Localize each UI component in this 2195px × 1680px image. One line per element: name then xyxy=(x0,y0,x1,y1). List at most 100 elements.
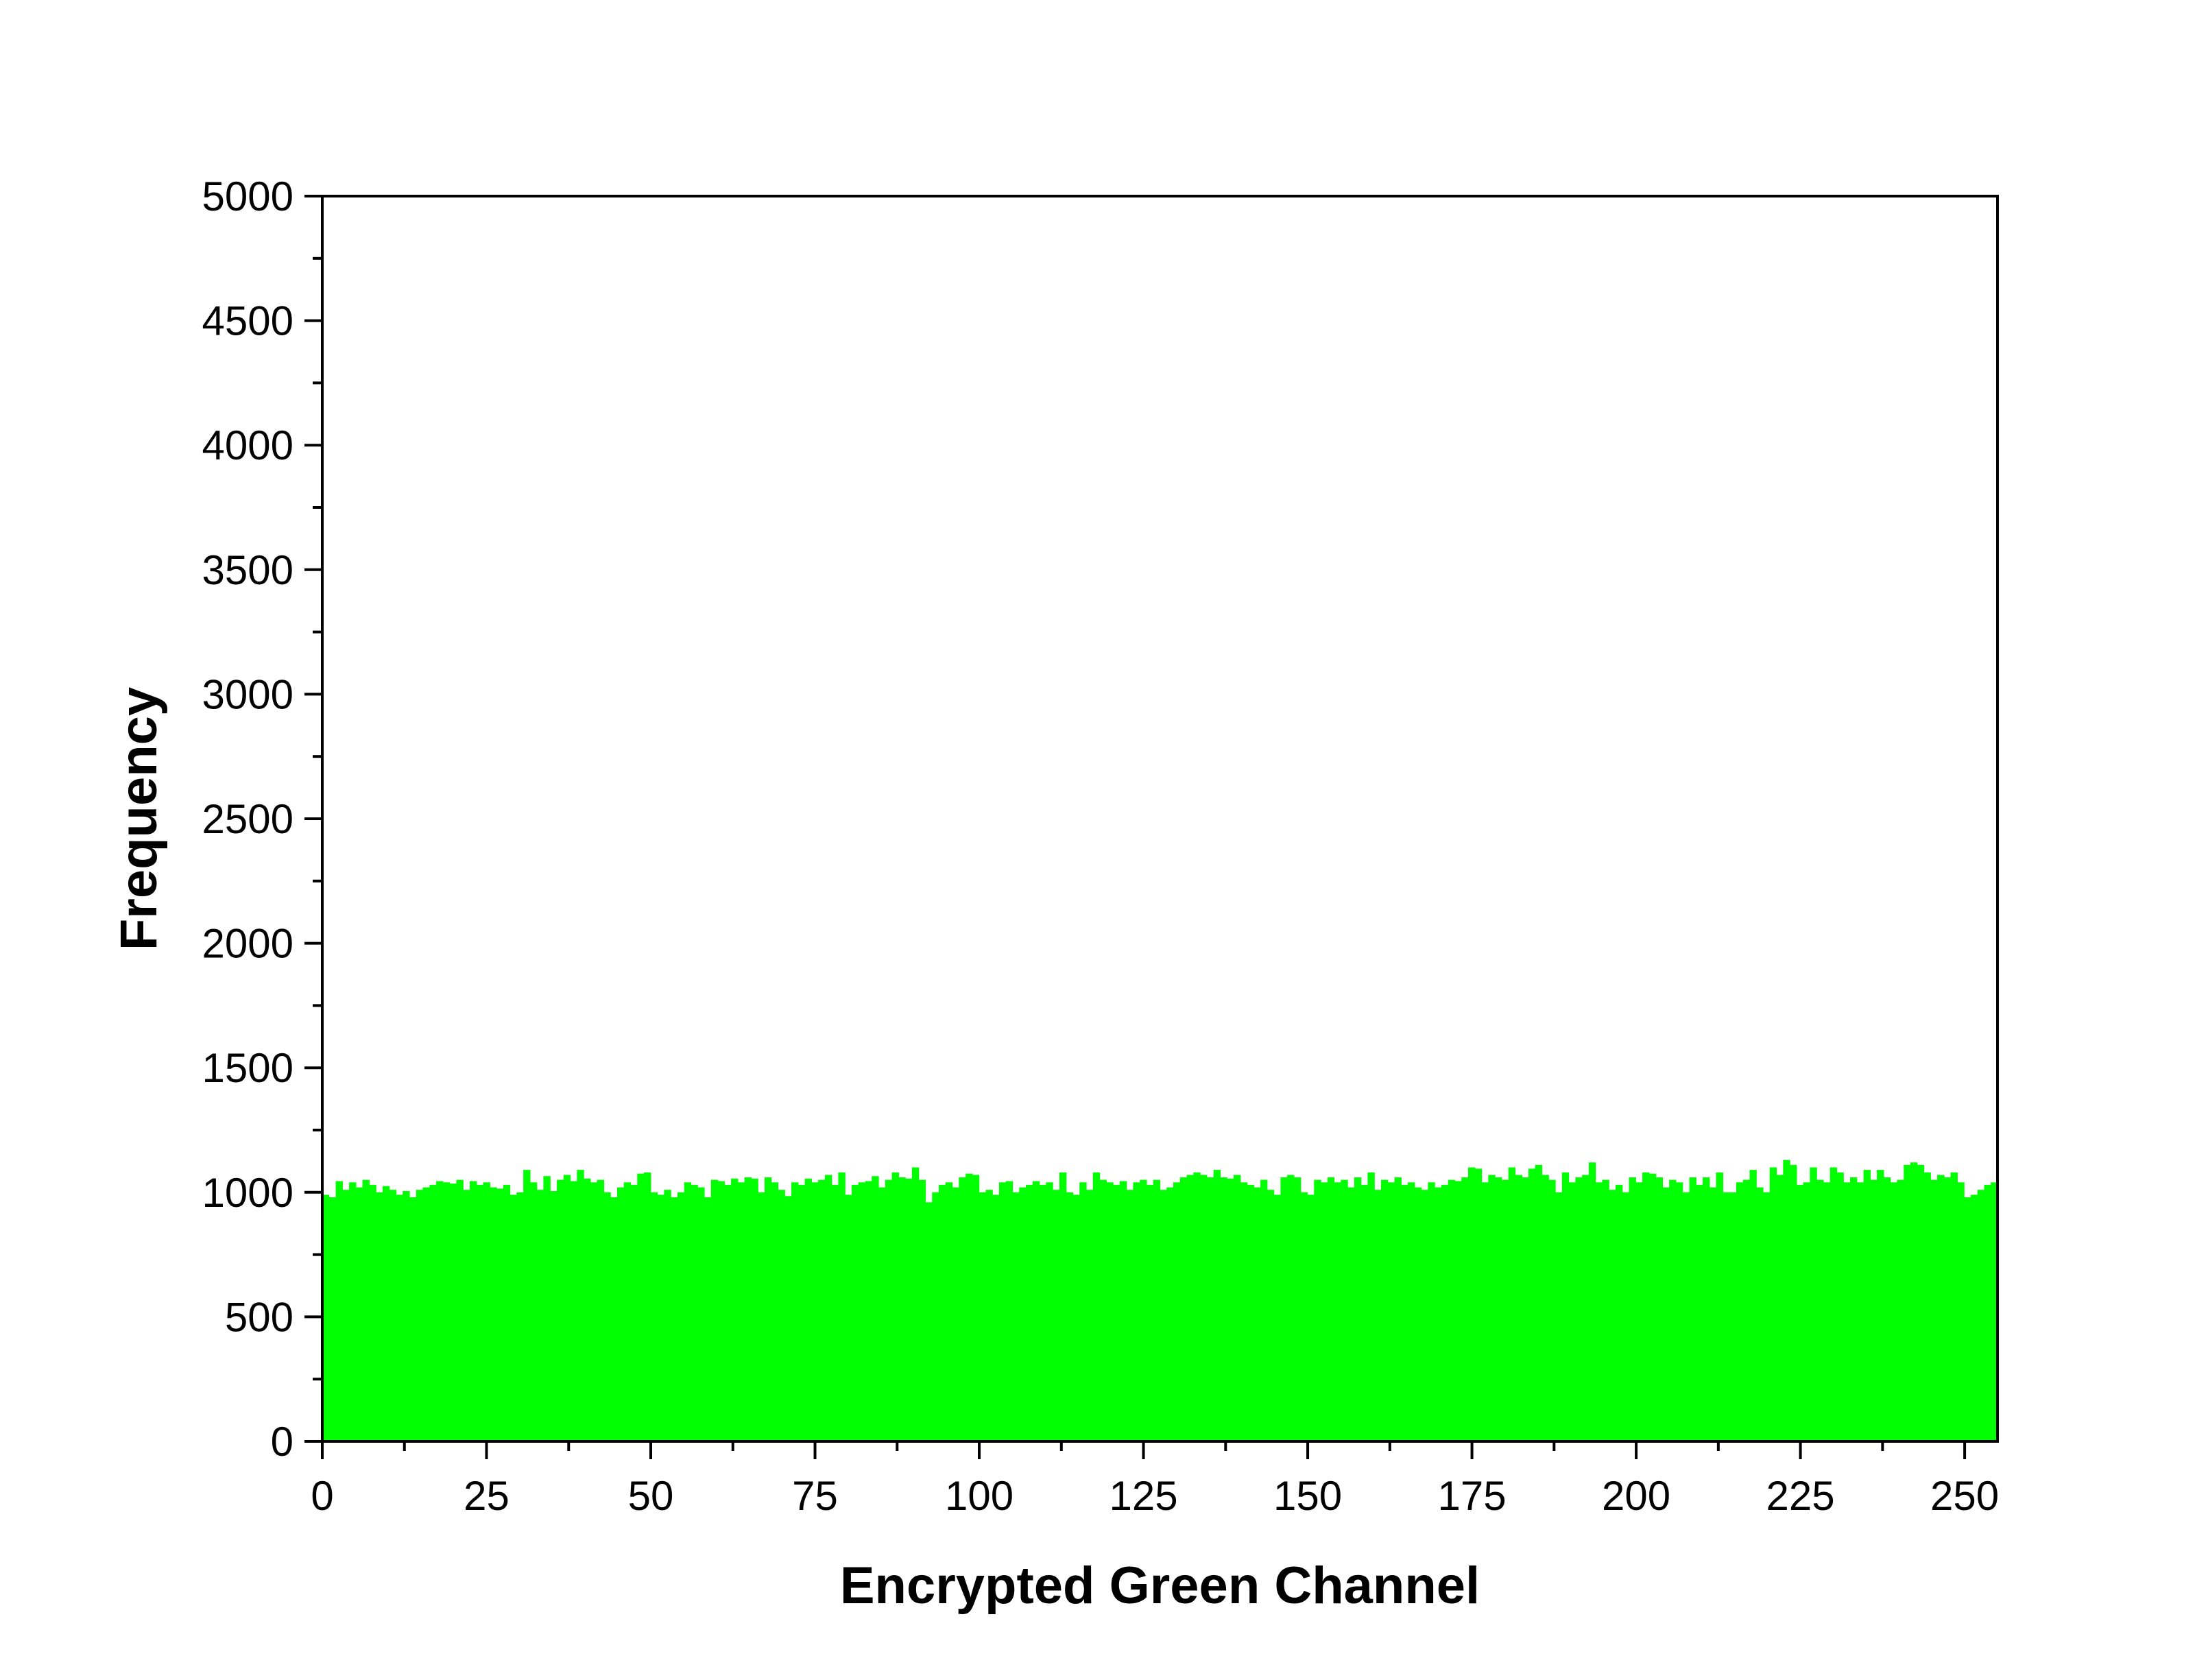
histogram-bar xyxy=(1616,1184,1623,1441)
histogram-bar xyxy=(1394,1177,1402,1441)
histogram-bar xyxy=(1595,1182,1603,1441)
histogram-bar xyxy=(797,1184,806,1441)
histogram-bar xyxy=(851,1184,859,1441)
histogram-bar xyxy=(1012,1192,1020,1441)
histogram-bar xyxy=(403,1190,410,1441)
histogram-bar xyxy=(1240,1182,1248,1441)
histogram-bar xyxy=(1179,1177,1188,1441)
histogram-bar xyxy=(1943,1177,1952,1441)
histogram-bar xyxy=(396,1195,403,1441)
histogram-bar xyxy=(1488,1175,1496,1441)
histogram-bar xyxy=(791,1182,799,1441)
histogram-bar xyxy=(1836,1172,1844,1441)
histogram-bar xyxy=(1327,1177,1335,1441)
histogram-bar xyxy=(1454,1181,1462,1441)
histogram-bar xyxy=(389,1190,397,1441)
x-tick-label: 0 xyxy=(311,1473,333,1519)
histogram-bar xyxy=(1582,1175,1590,1441)
histogram-bar xyxy=(610,1197,618,1441)
histogram-bar xyxy=(1341,1179,1348,1441)
histogram-bar xyxy=(1716,1172,1723,1441)
histogram-bar xyxy=(1629,1177,1636,1441)
histogram-bar xyxy=(710,1179,719,1441)
histogram-bar xyxy=(804,1178,812,1441)
histogram-bar xyxy=(1682,1192,1690,1441)
histogram-bar xyxy=(1689,1177,1696,1441)
histogram-bar xyxy=(630,1184,638,1441)
y-tick-label: 4500 xyxy=(202,298,293,344)
histogram-bar xyxy=(476,1184,484,1441)
histogram-bar xyxy=(1227,1178,1234,1441)
histogram-bar xyxy=(1635,1182,1643,1441)
histogram-bar xyxy=(355,1187,363,1441)
histogram-bar xyxy=(1287,1175,1295,1441)
histogram-bar xyxy=(429,1184,437,1441)
y-tick-label: 3500 xyxy=(202,547,293,593)
histogram-bar xyxy=(671,1197,678,1441)
histogram-bar xyxy=(811,1182,819,1441)
histogram-bar xyxy=(1206,1177,1214,1441)
histogram-bar xyxy=(1293,1177,1302,1441)
histogram-bar xyxy=(1803,1182,1810,1441)
histogram-bar xyxy=(704,1197,712,1441)
histogram-bar xyxy=(992,1195,1000,1441)
histogram-bar xyxy=(1535,1164,1543,1441)
histogram-bar xyxy=(382,1186,390,1441)
x-tick-label: 125 xyxy=(1109,1473,1177,1519)
histogram-bar xyxy=(543,1176,551,1441)
histogram-bar xyxy=(758,1192,765,1441)
histogram-bar xyxy=(1059,1172,1067,1441)
histogram-bar xyxy=(536,1190,544,1441)
histogram-bar xyxy=(724,1184,732,1441)
histogram-bar xyxy=(1964,1197,1971,1441)
histogram-bar xyxy=(1005,1181,1013,1441)
histogram-bar xyxy=(932,1192,939,1441)
histogram-bar xyxy=(1669,1179,1677,1441)
histogram-bar xyxy=(1609,1190,1616,1441)
histogram-bar xyxy=(1662,1187,1670,1441)
histogram-bar xyxy=(1119,1181,1127,1441)
histogram-bar xyxy=(1515,1175,1522,1441)
histogram-bar xyxy=(657,1195,664,1441)
histogram-bar xyxy=(865,1181,872,1441)
histogram-bar xyxy=(1421,1190,1428,1441)
histogram-bar xyxy=(1360,1184,1369,1441)
histogram-bar xyxy=(1723,1192,1730,1441)
x-tick-label: 50 xyxy=(628,1473,674,1519)
histogram-bar xyxy=(1354,1177,1362,1441)
histogram-bar xyxy=(1850,1177,1858,1441)
histogram-bar xyxy=(778,1190,785,1441)
histogram-bar xyxy=(496,1188,504,1441)
histogram-bar xyxy=(1461,1177,1469,1441)
histogram-bar xyxy=(1749,1170,1757,1441)
histogram-bar xyxy=(376,1192,383,1441)
histogram-bar xyxy=(664,1190,671,1441)
histogram-bar xyxy=(1166,1187,1174,1441)
histogram-bar xyxy=(1213,1170,1221,1441)
histogram-bar xyxy=(509,1195,517,1441)
y-tick-label: 2500 xyxy=(202,796,293,842)
histogram-bar xyxy=(590,1182,598,1441)
histogram-bar xyxy=(616,1187,625,1441)
histogram-bar xyxy=(1917,1164,1925,1441)
histogram-bar xyxy=(831,1184,839,1441)
histogram-bar xyxy=(1468,1167,1476,1441)
histogram-bar xyxy=(1810,1167,1817,1441)
histogram-bar xyxy=(845,1195,852,1441)
histogram-bar xyxy=(1140,1179,1147,1441)
histogram-bar xyxy=(1897,1179,1904,1441)
histogram-bar xyxy=(1086,1190,1094,1441)
y-tick-label: 0 xyxy=(271,1419,293,1465)
histogram-bar xyxy=(744,1177,752,1441)
histogram-bar xyxy=(1401,1184,1408,1441)
histogram-bar xyxy=(463,1190,470,1441)
histogram-bar xyxy=(1729,1192,1737,1441)
histogram-bar xyxy=(1648,1173,1657,1441)
histogram-bar xyxy=(771,1182,779,1441)
y-tick-label: 2000 xyxy=(202,921,293,967)
histogram-bar xyxy=(1220,1177,1227,1441)
y-tick-label: 4000 xyxy=(202,422,293,468)
histogram-bar xyxy=(550,1190,557,1441)
x-tick-label: 200 xyxy=(1602,1473,1670,1519)
histogram-bar xyxy=(1923,1172,1931,1441)
